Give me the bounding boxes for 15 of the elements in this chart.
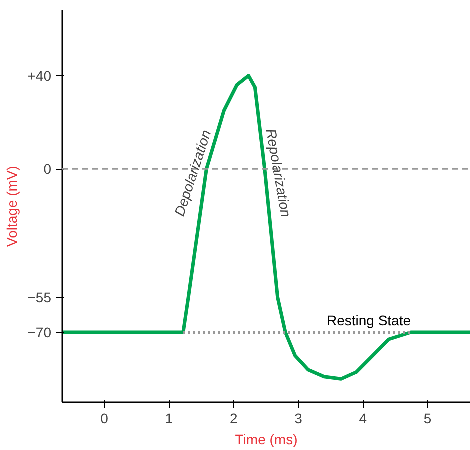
x-tick-label: 0 <box>100 410 109 426</box>
y-tick-label: +40 <box>28 68 52 84</box>
y-tick-label: −55 <box>28 290 52 306</box>
x-tick-label: 2 <box>230 410 238 426</box>
series-label: Resting State <box>326 312 412 328</box>
x-axis-title: Time (ms) <box>235 432 298 448</box>
y-axis-title: Voltage (mV) <box>4 166 20 247</box>
annotation: Repolarization <box>263 128 295 219</box>
x-tick-label: 1 <box>165 410 174 426</box>
y-tick-label: 0 <box>44 161 52 178</box>
y-tick-label: −70 <box>28 324 52 340</box>
line-series <box>62 74 470 381</box>
x-tick-label: 4 <box>359 410 368 426</box>
x-tick-label: 5 <box>424 410 432 426</box>
x-tick-label: 3 <box>294 410 303 426</box>
